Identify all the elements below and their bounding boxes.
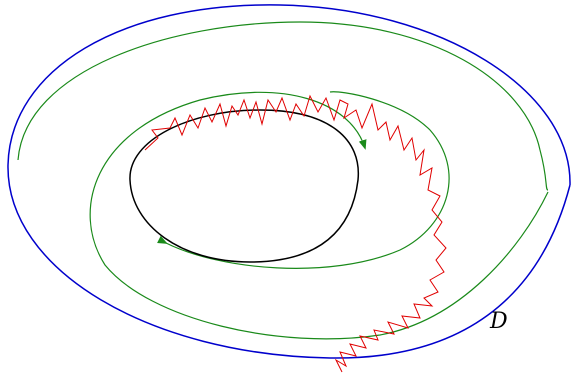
trajectory-spiral <box>89 91 549 340</box>
domain-boundary <box>7 4 571 359</box>
trajectory-outer <box>17 21 549 191</box>
noisy-trajectory <box>144 94 447 373</box>
domain-label: D <box>489 309 508 334</box>
trajectory-inner <box>157 91 450 269</box>
limit-cycle <box>129 109 360 263</box>
